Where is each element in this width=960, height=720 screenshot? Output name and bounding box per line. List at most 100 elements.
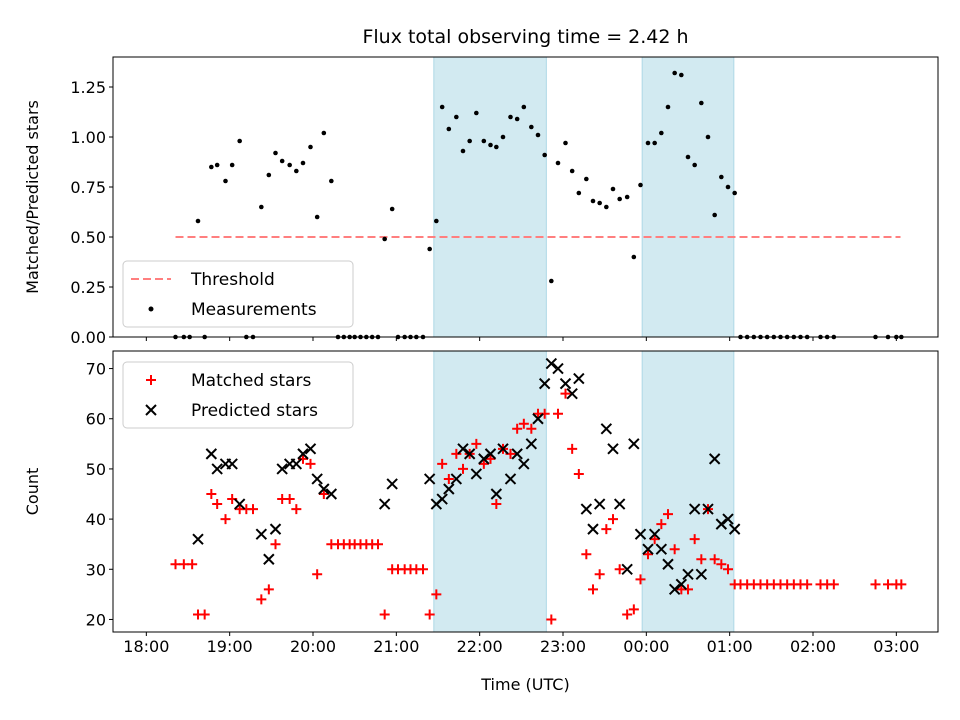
data-point <box>511 448 523 460</box>
data-point <box>645 140 651 146</box>
data-point <box>642 543 654 555</box>
data-point <box>594 569 605 580</box>
data-point <box>560 388 571 399</box>
data-point <box>248 504 258 515</box>
data-point <box>199 609 210 620</box>
data-point <box>382 236 387 242</box>
data-point <box>663 509 673 520</box>
legend-dot-marker <box>148 306 154 312</box>
data-point <box>692 162 697 168</box>
data-point <box>291 504 302 515</box>
legend-x-marker <box>145 404 157 416</box>
data-point <box>300 160 306 166</box>
data-point <box>702 503 714 515</box>
data-point <box>270 539 281 550</box>
data-point <box>563 140 568 146</box>
data-point <box>715 518 728 530</box>
data-point <box>287 162 292 168</box>
y-tick-label: 1.00 <box>70 128 106 147</box>
data-point <box>604 204 609 210</box>
data-point <box>546 614 557 625</box>
data-point <box>699 100 704 106</box>
data-point <box>379 609 390 620</box>
data-point <box>305 458 316 469</box>
data-point <box>514 116 520 122</box>
data-point <box>478 453 490 465</box>
data-point <box>269 523 282 535</box>
data-point <box>226 458 238 470</box>
data-point <box>870 579 881 590</box>
data-point <box>732 190 737 196</box>
data-point <box>573 372 585 385</box>
chart-title: Flux total observing time = 2.42 h <box>362 26 688 48</box>
data-point <box>672 70 677 76</box>
data-point <box>539 408 550 419</box>
y-tick-label: 70 <box>86 360 106 379</box>
x-tick-label: 21:00 <box>373 637 419 656</box>
data-point <box>205 448 218 460</box>
legend-label: Predicted stars <box>191 401 318 421</box>
data-point <box>617 196 622 202</box>
data-point <box>497 443 509 455</box>
data-point <box>233 498 246 510</box>
x-tick-label: 03:00 <box>873 637 919 656</box>
x-tick-label: 20:00 <box>290 637 336 656</box>
data-point <box>460 148 466 154</box>
data-point <box>214 162 220 168</box>
data-point <box>552 362 564 375</box>
data-point <box>896 579 907 590</box>
data-point <box>722 513 734 525</box>
data-point <box>683 584 693 595</box>
data-point <box>223 178 228 184</box>
data-point <box>454 114 459 120</box>
data-point <box>662 558 674 570</box>
data-point <box>590 198 596 204</box>
y-tick-label: 1.25 <box>70 78 106 97</box>
series-0 <box>173 70 904 340</box>
data-point <box>542 152 547 158</box>
data-point <box>437 458 448 469</box>
data-point <box>485 453 496 464</box>
data-point <box>549 278 554 284</box>
data-point <box>802 579 813 590</box>
data-point <box>529 124 534 130</box>
data-point <box>695 568 708 581</box>
data-point <box>728 523 741 535</box>
data-point <box>521 104 527 110</box>
data-point <box>584 176 589 182</box>
data-point <box>321 130 327 136</box>
data-point <box>329 178 334 184</box>
data-point <box>652 140 657 146</box>
data-point <box>675 578 688 591</box>
data-point <box>525 438 538 450</box>
data-point <box>569 168 575 174</box>
bottom-chart-panel: 18:00 19:00 20:00 21:00 22:00 23:00 00:00 01:00… <box>23 350 939 694</box>
data-point <box>212 499 223 510</box>
data-point <box>491 499 502 510</box>
data-point <box>273 150 278 156</box>
y-tick-label: 40 <box>86 510 106 529</box>
data-point <box>682 568 694 581</box>
data-point <box>581 549 592 560</box>
top-chart-panel: 0.00 0.25 0.50 0.75 1.00 1.25 Flux total obser… <box>23 26 939 347</box>
data-point <box>689 534 700 545</box>
data-point <box>443 473 454 484</box>
data-point <box>648 528 661 540</box>
data-point <box>601 524 612 535</box>
data-point <box>593 498 606 510</box>
data-point <box>470 468 483 480</box>
x-tick-label: 01:00 <box>707 637 753 656</box>
data-point <box>545 357 558 370</box>
data-point <box>436 493 448 505</box>
y-tick-label: 20 <box>86 610 106 629</box>
data-point <box>318 483 330 495</box>
data-point <box>696 554 707 565</box>
data-point <box>450 473 463 485</box>
data-point <box>311 473 323 485</box>
data-point <box>259 204 264 210</box>
data-point <box>638 182 643 188</box>
data-point <box>389 206 395 212</box>
data-point <box>688 503 701 515</box>
data-point <box>597 200 602 206</box>
legend-label: Matched stars <box>191 371 311 391</box>
